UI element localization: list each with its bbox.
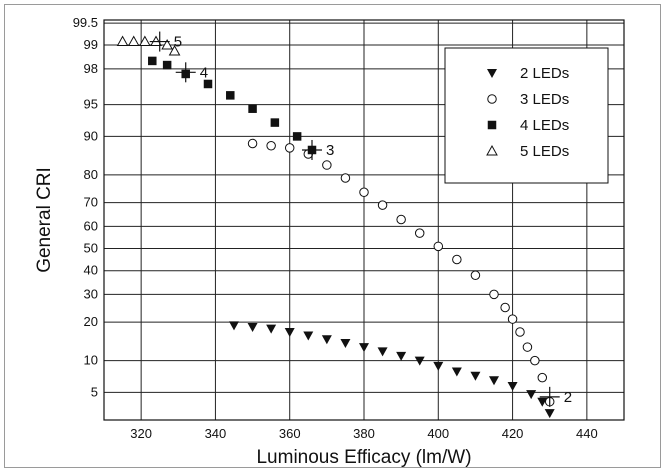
data-point <box>396 351 407 361</box>
x-tick-labels: 320 340 360 380 400 420 440 <box>130 426 597 441</box>
y-tick-label: 30 <box>84 286 98 301</box>
data-point <box>292 132 302 141</box>
data-point <box>530 355 540 366</box>
data-point <box>161 38 173 50</box>
data-point <box>284 143 295 153</box>
data-point <box>203 79 213 89</box>
data-point <box>322 160 332 170</box>
legend-entry: 4 LEDs <box>520 117 569 134</box>
data-point <box>452 254 462 265</box>
y-tick-label: 10 <box>84 353 98 368</box>
data-point <box>247 322 258 332</box>
data-point <box>414 356 425 366</box>
x-axis-title: Luminous Efficacy (lm/W) <box>256 447 471 468</box>
y-tick-label: 5 <box>91 384 98 399</box>
data-point <box>377 347 388 357</box>
x-tick-label: 380 <box>353 426 375 441</box>
series-4-leds <box>148 56 317 155</box>
x-tick-label: 400 <box>427 426 449 441</box>
legend-box <box>444 47 609 184</box>
data-point <box>139 35 151 47</box>
curve-annotations: 5 4 3 2 <box>149 31 572 407</box>
data-point <box>537 372 548 383</box>
data-point <box>526 390 537 400</box>
data-point <box>303 331 314 341</box>
curve-label: 3 <box>326 142 334 159</box>
data-point <box>544 409 555 419</box>
data-point <box>489 376 499 386</box>
data-point <box>507 382 518 392</box>
legend-marker <box>487 94 497 104</box>
data-point <box>116 35 129 47</box>
data-point <box>168 45 181 56</box>
y-tick-label: 40 <box>84 263 98 278</box>
legend-marker <box>487 69 497 78</box>
x-tick-label: 340 <box>205 426 227 441</box>
x-tick-label: 320 <box>130 426 152 441</box>
y-tick-label: 20 <box>84 314 98 329</box>
data-point <box>284 328 295 338</box>
data-point <box>522 342 533 352</box>
data-point <box>470 270 481 281</box>
legend-marker <box>487 120 497 130</box>
data-point <box>489 289 499 300</box>
data-point <box>377 200 388 210</box>
data-point <box>359 343 369 353</box>
data-point <box>162 60 172 70</box>
x-tick-label: 420 <box>502 426 524 441</box>
data-point <box>266 140 276 151</box>
data-point <box>359 187 369 197</box>
y-tick-label: 80 <box>84 167 98 182</box>
series-3-leds <box>247 138 555 407</box>
data-point <box>226 91 235 100</box>
data-point <box>433 361 444 371</box>
x-tick-label: 440 <box>576 426 598 441</box>
legend-entry: 2 LEDs <box>520 65 569 82</box>
y-axis-title: General CRI <box>34 167 55 273</box>
y-tick-label: 50 <box>84 241 98 256</box>
y-tick-label: 60 <box>84 218 98 233</box>
data-point <box>229 321 239 331</box>
y-tick-label: 70 <box>84 195 98 210</box>
y-tick-label: 99.5 <box>73 15 98 30</box>
series-5-leds <box>116 35 181 56</box>
y-tick-label: 99 <box>84 37 98 52</box>
data-point <box>470 371 481 381</box>
curve-label: 5 <box>174 34 182 51</box>
data-point <box>500 302 510 313</box>
data-point <box>396 214 406 225</box>
data-point <box>321 335 332 345</box>
data-point <box>414 228 425 238</box>
data-point <box>266 324 277 334</box>
data-point <box>340 339 351 349</box>
x-tick-label: 360 <box>279 426 301 441</box>
data-point <box>507 314 518 324</box>
series-2-leds <box>229 321 555 419</box>
y-tick-label: 90 <box>84 128 98 143</box>
data-point <box>451 367 462 377</box>
curve-label: 4 <box>200 64 208 81</box>
curve-label: 2 <box>564 389 572 406</box>
data-point <box>270 118 280 127</box>
y-tick-label: 95 <box>84 97 98 112</box>
data-point <box>340 173 351 183</box>
legend-entry: 5 LEDs <box>520 143 569 160</box>
legend: 2 LEDs 3 LEDs 4 LEDs 5 LEDs <box>444 47 609 184</box>
data-point <box>433 241 444 252</box>
legend-marker <box>486 144 498 156</box>
plot-area-border <box>103 19 625 421</box>
data-point <box>127 35 140 47</box>
data-point <box>515 327 525 337</box>
y-tick-labels: 99.5 99 98 95 90 80 70 60 50 40 30 20 10 5 <box>73 15 98 399</box>
data-point <box>148 56 157 66</box>
data-point <box>247 138 258 149</box>
data-point <box>248 104 257 113</box>
data-point <box>537 397 548 407</box>
y-tick-label: 98 <box>84 61 98 76</box>
legend-entry: 3 LEDs <box>520 91 569 108</box>
